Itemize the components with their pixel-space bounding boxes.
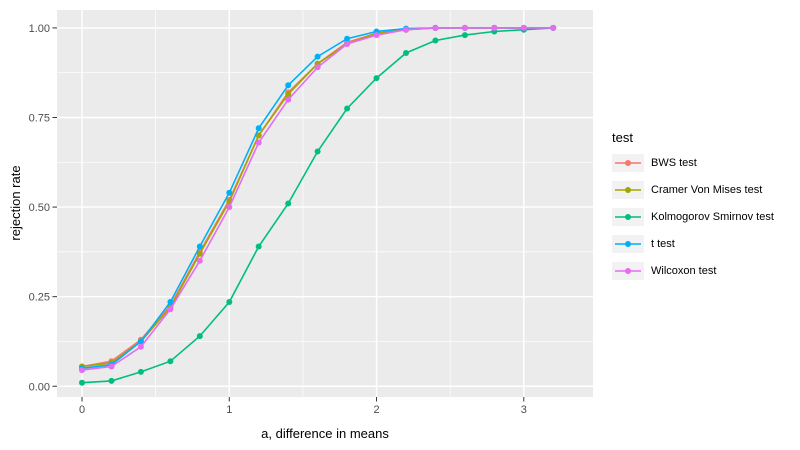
data-point-wilcoxon-test	[520, 24, 527, 31]
legend-item-label: BWS test	[651, 157, 697, 169]
legend-item-label: t test	[651, 238, 675, 250]
data-point-wilcoxon-test	[137, 343, 144, 350]
data-point-t-test	[226, 189, 233, 196]
data-point-t-test	[285, 82, 292, 89]
y-tick-label: 0.00	[29, 381, 50, 393]
legend-item-bws-test: BWS test	[612, 154, 774, 172]
data-point-kolmogorov-smirnov-test	[314, 148, 321, 155]
data-point-wilcoxon-test	[461, 24, 468, 31]
data-point-cramer-von-mises-test	[285, 91, 292, 98]
y-tick-label: 1.00	[29, 23, 50, 35]
data-point-kolmogorov-smirnov-test	[373, 75, 380, 82]
data-point-kolmogorov-smirnov-test	[226, 299, 233, 305]
data-point-kolmogorov-smirnov-test	[108, 377, 115, 384]
y-tick-label: 0.50	[29, 202, 50, 214]
data-point-kolmogorov-smirnov-test	[137, 368, 144, 375]
data-point-t-test	[196, 243, 203, 250]
legend-items: BWS test Cramer Von Mises test Kolmogorov …	[612, 154, 774, 280]
data-point-t-test	[314, 53, 321, 60]
x-axis-title: a, difference in means	[261, 426, 389, 441]
data-point-wilcoxon-test	[285, 96, 292, 103]
x-tick-label: 0	[79, 404, 85, 416]
data-point-wilcoxon-test	[403, 26, 409, 33]
data-point-wilcoxon-test	[491, 24, 498, 31]
legend-key-icon	[612, 262, 644, 280]
legend: test BWS test Cramer Von Mises test Kolmog…	[612, 130, 774, 289]
legend-key-icon	[612, 181, 644, 199]
y-tick-label: 0.75	[29, 113, 50, 125]
data-point-cramer-von-mises-test	[255, 132, 262, 139]
legend-title: test	[612, 130, 633, 145]
data-point-t-test	[344, 35, 351, 42]
data-point-kolmogorov-smirnov-test	[285, 200, 292, 207]
data-point-wilcoxon-test	[196, 257, 203, 264]
data-point-kolmogorov-smirnov-test	[255, 243, 262, 250]
data-point-kolmogorov-smirnov-test	[432, 37, 439, 44]
data-point-wilcoxon-test	[255, 139, 262, 146]
data-point-wilcoxon-test	[167, 306, 174, 313]
legend-item-t-test: t test	[612, 235, 774, 253]
data-point-t-test	[167, 299, 174, 305]
legend-item-label: Wilcoxon test	[651, 265, 717, 277]
data-point-kolmogorov-smirnov-test	[344, 105, 351, 112]
data-point-wilcoxon-test	[226, 204, 233, 211]
data-point-wilcoxon-test	[432, 24, 439, 31]
legend-item-wilcoxon-test: Wilcoxon test	[612, 262, 774, 280]
data-point-wilcoxon-test	[108, 363, 115, 370]
data-point-t-test	[255, 125, 262, 132]
legend-key-icon	[612, 208, 644, 226]
data-point-kolmogorov-smirnov-test	[461, 32, 468, 39]
data-point-kolmogorov-smirnov-test	[403, 50, 409, 56]
data-point-wilcoxon-test	[344, 41, 351, 47]
data-point-wilcoxon-test	[314, 64, 321, 71]
data-point-t-test	[137, 338, 144, 345]
legend-item-cramer-von-mises-test: Cramer Von Mises test	[612, 181, 774, 199]
data-point-kolmogorov-smirnov-test	[167, 358, 174, 365]
y-tick-label: 0.25	[29, 292, 50, 304]
data-point-kolmogorov-smirnov-test	[79, 379, 85, 386]
panel-background	[57, 10, 593, 397]
legend-item-label: Cramer Von Mises test	[651, 184, 763, 196]
y-axis-title: rejection rate	[8, 165, 23, 241]
data-point-wilcoxon-test	[79, 367, 85, 374]
legend-item-label: Kolmogorov Smirnov test	[651, 211, 774, 223]
data-point-wilcoxon-test	[550, 24, 557, 31]
data-point-kolmogorov-smirnov-test	[196, 333, 203, 340]
data-point-wilcoxon-test	[373, 32, 380, 39]
legend-key-icon	[612, 235, 644, 253]
x-tick-label: 1	[226, 404, 232, 416]
x-tick-label: 2	[373, 404, 379, 416]
legend-item-kolmogorov-smirnov-test: Kolmogorov Smirnov test	[612, 208, 774, 226]
data-point-cramer-von-mises-test	[196, 250, 203, 257]
x-tick-label: 3	[521, 404, 527, 416]
legend-key-icon	[612, 154, 644, 172]
